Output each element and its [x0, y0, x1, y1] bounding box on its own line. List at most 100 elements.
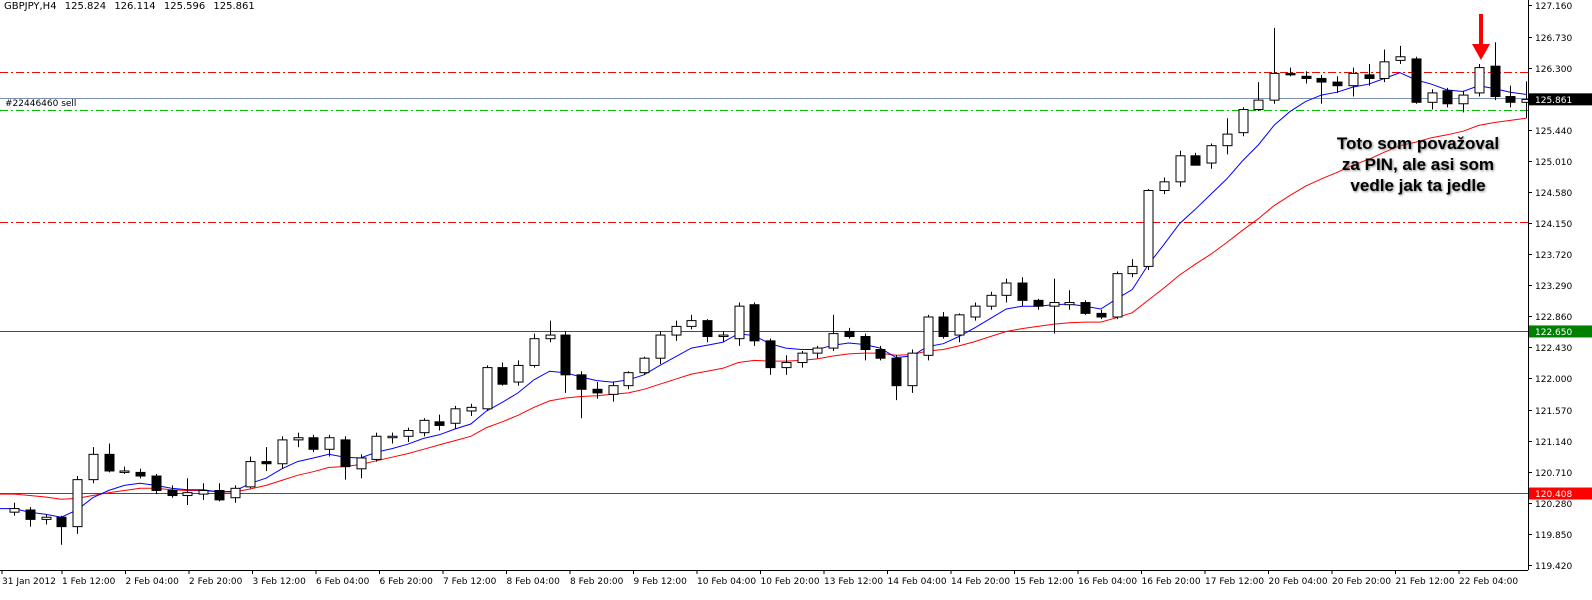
time-tick-label: 16 Feb 20:00 — [1142, 577, 1201, 587]
candle-body-bear — [25, 509, 36, 520]
candle-body-bull — [419, 419, 430, 434]
candle-body-bear — [1096, 312, 1107, 318]
candle — [371, 432, 382, 462]
high-value: 126.114 — [114, 1, 156, 12]
candle-body-bull — [403, 429, 414, 437]
candle-body-bull — [545, 334, 556, 340]
candle-body-bear — [1190, 155, 1201, 166]
candle — [812, 345, 823, 359]
price-tick-label: 121.570 — [1535, 407, 1572, 417]
candle — [1301, 71, 1312, 84]
candle-body-bull — [639, 357, 650, 374]
candle — [230, 485, 241, 503]
candle-body-bull — [230, 487, 241, 499]
candle — [655, 331, 666, 364]
price-tick-label: 124.580 — [1535, 189, 1572, 199]
candle — [970, 302, 981, 321]
candle-body-bull — [482, 367, 493, 410]
candle-body-bear — [1301, 75, 1312, 79]
candle-body-bull — [671, 325, 682, 336]
candle-body-bear — [938, 316, 949, 338]
candle — [214, 483, 225, 502]
time-tick-label: 6 Feb 20:00 — [380, 577, 434, 587]
price-tick-label: 126.730 — [1535, 34, 1572, 44]
candle — [9, 502, 20, 516]
price-label-box: 122.650 — [1529, 325, 1592, 338]
candle — [560, 331, 571, 393]
candle — [1112, 271, 1123, 320]
time-tick-label: 16 Feb 04:00 — [1078, 577, 1137, 587]
candle-body-bull — [277, 439, 288, 465]
candle-body-bull — [608, 385, 619, 395]
candle-body-bull — [828, 333, 839, 349]
candle-body-bull — [1238, 109, 1249, 134]
candle — [261, 447, 272, 471]
candle — [1427, 89, 1438, 110]
candle-body-bear — [434, 421, 445, 426]
candle-body-bear — [765, 340, 776, 369]
candle — [56, 515, 67, 545]
candle — [419, 418, 430, 437]
candle — [72, 476, 83, 534]
order-line-label[interactable]: #22446460 sell — [5, 99, 77, 109]
candle — [702, 319, 713, 343]
candle-body-bear — [1080, 302, 1091, 314]
candle — [592, 382, 603, 399]
candle — [923, 314, 934, 361]
candle — [1238, 107, 1249, 137]
candle — [954, 313, 965, 343]
time-tick-label: 1 Feb 12:00 — [62, 577, 116, 587]
candle-body-bear — [844, 330, 855, 338]
candle-body-bear — [167, 489, 178, 497]
candle — [1411, 56, 1422, 104]
candle-body-bull — [356, 457, 367, 470]
candle-body-bull — [182, 492, 193, 497]
candle-body-bull — [466, 406, 477, 412]
symbol-label: GBPJPY,H4 — [4, 1, 57, 12]
candle-body-bear — [702, 320, 713, 338]
candle-body-bull — [1127, 265, 1138, 275]
time-tick-label: 3 Feb 12:00 — [253, 577, 307, 587]
candle — [324, 434, 335, 457]
candle — [41, 514, 52, 525]
candle-body-bull — [450, 408, 461, 424]
candle-body-bull — [907, 352, 918, 387]
price-tick-label: 123.290 — [1535, 282, 1572, 292]
symbol-header: GBPJPY,H4 125.824 126.114 125.596 125.86… — [4, 1, 260, 12]
candle-body-bear — [560, 334, 571, 376]
time-tick-label: 7 Feb 12:00 — [443, 577, 497, 587]
time-tick-label: 2 Feb 04:00 — [126, 577, 180, 587]
candle-body-bull — [734, 305, 745, 340]
time-tick-label: 8 Feb 20:00 — [570, 577, 624, 587]
candle — [403, 427, 414, 443]
candle — [1017, 277, 1028, 307]
candle — [529, 333, 540, 368]
chart-annotation: Toto som považoval za PIN, ale asi som v… — [1318, 133, 1518, 196]
candle — [1285, 67, 1296, 77]
candle — [308, 434, 319, 453]
candle — [1175, 150, 1186, 187]
price-tick-label: 121.140 — [1535, 438, 1572, 448]
candle-body-bull — [1474, 67, 1485, 94]
candle — [986, 291, 997, 310]
annotation-line-2: za PIN, ale asi som — [1341, 155, 1495, 174]
candle — [1442, 87, 1453, 108]
moving-averages — [0, 72, 1527, 518]
candle-body-bull — [9, 508, 20, 513]
candle — [340, 436, 351, 480]
ma-slow-line — [0, 117, 1527, 500]
time-tick-label: 8 Feb 04:00 — [507, 577, 561, 587]
candle-body-bull — [1253, 99, 1264, 111]
price-tick-label: 126.300 — [1535, 65, 1572, 75]
candle-body-bull — [1049, 302, 1060, 307]
candle — [576, 371, 587, 419]
candle — [765, 338, 776, 375]
candle — [1096, 309, 1107, 320]
candle-body-bull — [245, 461, 256, 488]
candle — [104, 443, 115, 473]
candle — [466, 403, 477, 417]
price-tick-label: 124.150 — [1535, 220, 1572, 230]
candle-body-bear — [1505, 96, 1516, 103]
candle-body-bull — [1458, 94, 1469, 105]
